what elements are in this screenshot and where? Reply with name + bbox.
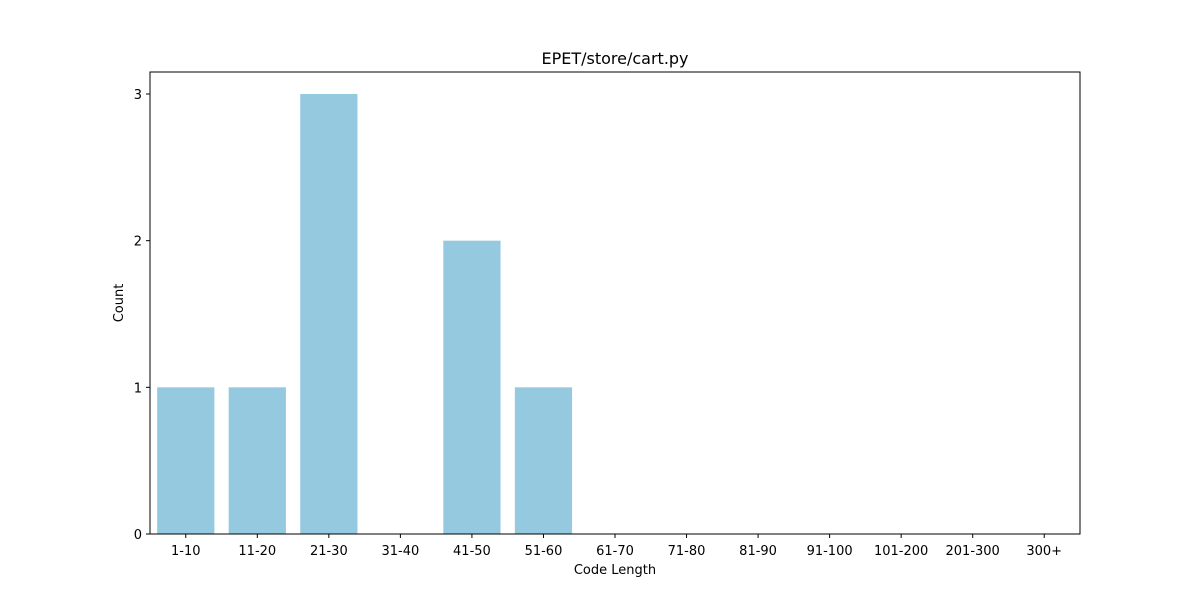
y-tick-label: 1 <box>134 381 142 396</box>
x-tick-label: 81-90 <box>739 544 777 559</box>
y-tick-label: 2 <box>134 235 142 250</box>
bar-41-50 <box>443 240 501 534</box>
x-tick-label: 61-70 <box>596 544 634 559</box>
x-tick-label: 300+ <box>1026 544 1062 559</box>
x-axis-label: Code Length <box>574 563 656 578</box>
bar-11-20 <box>228 387 286 534</box>
x-tick-label: 41-50 <box>453 544 491 559</box>
y-axis-label: Count <box>112 284 127 323</box>
x-tick-label: 71-80 <box>668 544 706 559</box>
y-axis-ticks: 0 1 2 3 <box>134 88 150 543</box>
bar-21-30 <box>300 94 358 534</box>
x-tick-label: 101-200 <box>874 544 928 559</box>
x-tick-label: 21-30 <box>310 544 348 559</box>
x-tick-label: 91-100 <box>807 544 853 559</box>
x-tick-label: 11-20 <box>238 544 276 559</box>
chart-title: EPET/store/cart.py <box>541 49 688 68</box>
y-tick-label: 3 <box>134 88 142 103</box>
bars-group <box>157 94 573 534</box>
x-axis-ticks: 1-10 11-20 21-30 31-40 41-50 51-60 61-70 71-80 8… <box>171 534 1062 559</box>
x-tick-label: 51-60 <box>525 544 563 559</box>
x-tick-label: 201-300 <box>946 544 1000 559</box>
bar-1-10 <box>157 387 215 534</box>
plot-area-frame <box>149 71 1081 535</box>
y-tick-label: 0 <box>134 528 142 543</box>
x-tick-label: 1-10 <box>171 544 201 559</box>
bar-51-60 <box>514 387 573 534</box>
x-tick-label: 31-40 <box>381 544 419 559</box>
